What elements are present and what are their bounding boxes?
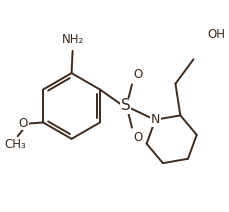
Text: S: S [121,99,131,113]
Text: O: O [18,117,27,130]
Text: CH₃: CH₃ [5,138,26,151]
Text: OH: OH [207,28,225,41]
Text: O: O [134,68,143,81]
Text: O: O [134,131,143,144]
Text: N: N [151,113,160,126]
Text: NH₂: NH₂ [62,33,84,46]
